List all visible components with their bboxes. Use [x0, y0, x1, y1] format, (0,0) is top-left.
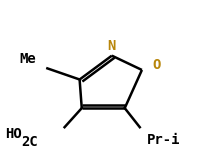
Text: 2C: 2C [22, 135, 38, 149]
Text: HO: HO [5, 127, 22, 141]
Text: Me: Me [20, 52, 36, 66]
Text: O: O [153, 58, 161, 72]
Text: N: N [108, 39, 116, 53]
Text: Pr-i: Pr-i [147, 133, 180, 147]
